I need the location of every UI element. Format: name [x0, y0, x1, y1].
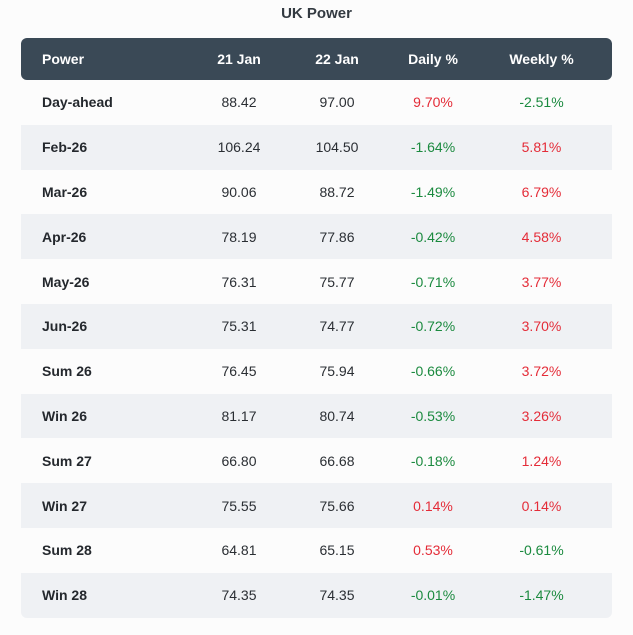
value-21-jan: 78.19: [199, 214, 279, 260]
value-21-jan: 64.81: [221, 542, 257, 559]
daily-pct: 9.70%: [413, 94, 453, 111]
table-row: Mar-26 90.06 88.72 -1.49% 6.79%: [21, 170, 612, 215]
weekly-pct: -0.61%: [519, 542, 564, 559]
value-22-jan: 66.68: [319, 452, 355, 469]
column-header-power: Power: [21, 38, 199, 80]
daily-pct: -0.01%: [395, 572, 471, 618]
row-label: Mar-26: [42, 183, 88, 200]
power-table-container: Power 21 Jan 22 Jan Daily % Weekly % Day…: [21, 38, 612, 618]
table-row: May-26 76.31 75.77 -0.71% 3.77%: [21, 259, 612, 304]
row-label: Feb-26: [21, 124, 199, 170]
weekly-pct: 3.72%: [521, 363, 562, 380]
row-label: Day-ahead: [42, 94, 113, 111]
weekly-pct: 3.26%: [471, 393, 612, 439]
value-21-jan: 88.42: [221, 94, 257, 111]
row-label: May-26: [42, 273, 90, 290]
value-21-jan: 81.17: [199, 393, 279, 439]
row-label: Win 26: [21, 393, 199, 439]
table-row: Win 27 75.55 75.66 0.14% 0.14%: [21, 483, 612, 528]
value-22-jan: 104.50: [279, 124, 395, 170]
row-label: Win 28: [21, 572, 199, 618]
column-header-daily-pct: Daily %: [395, 38, 471, 80]
value-22-jan: 77.86: [279, 214, 395, 260]
value-21-jan: 90.06: [221, 183, 257, 200]
daily-pct: -0.66%: [410, 363, 456, 380]
table-row: Sum 28 64.81 65.15 0.53% -0.61%: [21, 528, 612, 573]
daily-pct: -1.64%: [395, 124, 471, 170]
column-header-22-jan: 22 Jan: [279, 38, 395, 80]
value-22-jan: 75.94: [319, 363, 355, 380]
table-row: Jun-26 75.31 74.77 -0.72% 3.70%: [21, 303, 612, 349]
value-22-jan: 65.15: [319, 542, 355, 559]
row-label: Sum 27: [42, 452, 92, 469]
value-21-jan: 75.31: [199, 303, 279, 349]
value-22-jan: 97.00: [319, 94, 355, 111]
row-label: Jun-26: [21, 303, 199, 349]
daily-pct: -0.72%: [395, 303, 471, 349]
value-21-jan: 76.45: [221, 363, 257, 380]
table-row: Feb-26 106.24 104.50 -1.64% 5.81%: [21, 124, 612, 170]
table-header-row: Power 21 Jan 22 Jan Daily % Weekly %: [21, 38, 612, 80]
value-21-jan: 74.35: [199, 572, 279, 618]
table-row: Sum 27 66.80 66.68 -0.18% 1.24%: [21, 438, 612, 483]
weekly-pct: 3.70%: [471, 303, 612, 349]
value-22-jan: 74.35: [279, 572, 395, 618]
value-22-jan: 80.74: [279, 393, 395, 439]
column-header-21-jan: 21 Jan: [199, 38, 279, 80]
value-22-jan: 74.77: [279, 303, 395, 349]
column-header-weekly-pct: Weekly %: [471, 38, 612, 80]
weekly-pct: -1.47%: [471, 572, 612, 618]
page-title: UK Power: [281, 5, 352, 22]
daily-pct: -0.71%: [410, 273, 456, 290]
table-row: Win 26 81.17 80.74 -0.53% 3.26%: [21, 393, 612, 439]
row-label: Sum 28: [42, 542, 92, 559]
daily-pct: -0.42%: [395, 214, 471, 260]
table-row: Win 28 74.35 74.35 -0.01% -1.47%: [21, 572, 612, 618]
weekly-pct: 0.14%: [471, 483, 612, 528]
table-row: Apr-26 78.19 77.86 -0.42% 4.58%: [21, 214, 612, 260]
value-21-jan: 66.80: [221, 452, 257, 469]
row-label: Win 27: [21, 483, 199, 528]
value-21-jan: 75.55: [199, 483, 279, 528]
table-row: Day-ahead 88.42 97.00 9.70% -2.51%: [21, 80, 612, 125]
row-label: Sum 26: [42, 363, 92, 380]
weekly-pct: -2.51%: [519, 94, 564, 111]
daily-pct: -1.49%: [410, 183, 456, 200]
value-22-jan: 75.66: [279, 483, 395, 528]
table-row: Sum 26 76.45 75.94 -0.66% 3.72%: [21, 349, 612, 394]
value-21-jan: 106.24: [199, 124, 279, 170]
value-22-jan: 75.77: [319, 273, 355, 290]
value-21-jan: 76.31: [221, 273, 257, 290]
row-label: Apr-26: [21, 214, 199, 260]
daily-pct: -0.53%: [395, 393, 471, 439]
power-table: Power 21 Jan 22 Jan Daily % Weekly % Day…: [21, 38, 612, 618]
daily-pct: -0.18%: [410, 452, 456, 469]
value-22-jan: 88.72: [319, 183, 355, 200]
weekly-pct: 5.81%: [471, 124, 612, 170]
daily-pct: 0.53%: [413, 542, 453, 559]
weekly-pct: 6.79%: [521, 183, 562, 200]
weekly-pct: 3.77%: [521, 273, 562, 290]
daily-pct: 0.14%: [395, 483, 471, 528]
weekly-pct: 1.24%: [521, 452, 562, 469]
weekly-pct: 4.58%: [471, 214, 612, 260]
